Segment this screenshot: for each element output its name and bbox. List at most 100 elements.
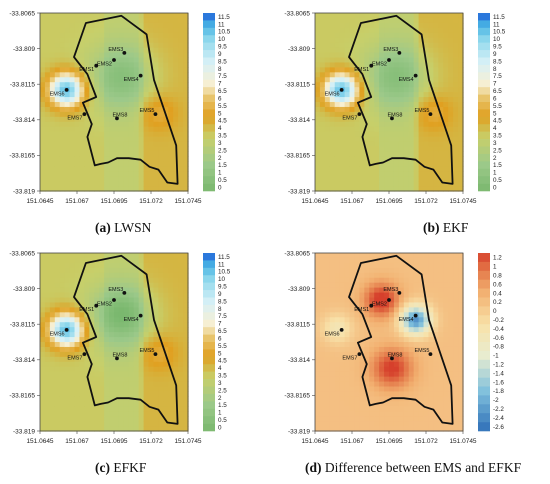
station-marker <box>387 298 391 302</box>
station-marker <box>387 58 391 62</box>
colorbar-tick-label: 4.5 <box>493 118 502 125</box>
colorbar-tick-label: 3.5 <box>493 133 502 140</box>
colorbar-tick-label: 8 <box>218 306 222 313</box>
colorbar-swatch <box>478 72 490 81</box>
colorbar-swatch <box>478 183 490 192</box>
panel-c: 151.0645 151.067 151.0695 151.072 151.0745 -3… <box>0 240 275 465</box>
station-label: EMS1 <box>354 67 369 73</box>
station-label: EMS6 <box>50 331 65 337</box>
y-tick-label: -33.809 <box>13 46 35 53</box>
colorbar-swatch <box>478 139 490 147</box>
x-tick-label: 151.0745 <box>174 198 201 205</box>
station-marker <box>115 116 119 121</box>
colorbar-swatch <box>203 356 215 365</box>
station-marker <box>369 63 374 68</box>
colorbar-tick-label: 5.5 <box>493 103 502 110</box>
station-label: EMS8 <box>112 352 127 358</box>
colorbar-tick-label: 0 <box>493 308 497 315</box>
colorbar-tick-label: 10 <box>218 276 226 283</box>
colorbar-swatch <box>203 109 215 118</box>
colorbar-swatch <box>203 401 215 410</box>
colorbar-swatch <box>203 79 215 88</box>
y-tick-label: -33.8115 <box>285 82 311 89</box>
station-label: EMS2 <box>372 61 387 67</box>
colorbar-tick-label: -1.2 <box>493 361 504 368</box>
colorbar-tick-label: -1 <box>493 353 499 360</box>
colorbar-swatch <box>203 416 215 424</box>
station-marker <box>94 63 99 68</box>
colorbar-tick-label: 3 <box>218 140 222 147</box>
caption-c: (c) EFKF <box>95 460 146 476</box>
station-label: EMS8 <box>387 352 402 358</box>
colorbar-swatch <box>203 267 215 276</box>
colorbar-tick-label: 0.2 <box>493 299 502 306</box>
colorbar-tick-label: 0.8 <box>493 272 502 279</box>
colorbar-tick-label: 7.5 <box>218 313 227 320</box>
colorbar-tick-label: 3.5 <box>218 133 227 140</box>
x-tick-label: 151.072 <box>139 438 163 445</box>
caption-c-letter: (c) <box>95 460 110 475</box>
station-label: EMS4 <box>124 317 139 323</box>
y-tick-label: -33.814 <box>13 357 35 364</box>
colorbar-tick-label: 10.5 <box>218 269 231 276</box>
colorbar-tick-label: 7 <box>493 81 497 88</box>
colorbar-tick-label: 8.5 <box>218 298 227 305</box>
colorbar-tick-label: -2.6 <box>493 424 504 431</box>
colorbar-tick-label: -0.4 <box>493 326 504 333</box>
colorbar-tick-label: 10 <box>493 36 501 43</box>
y-tick-label: -33.819 <box>13 428 35 435</box>
colorbar-swatch <box>203 153 215 162</box>
station-label: EMS3 <box>383 287 398 293</box>
colorbar-swatch <box>203 364 215 372</box>
colorbar-tick-label: 3.5 <box>218 373 227 380</box>
station-marker <box>428 112 433 117</box>
colorbar-swatch <box>478 27 490 36</box>
caption-c-text: EFKF <box>113 460 147 475</box>
station-label: EMS5 <box>414 108 429 114</box>
colorbar: 11.51110.5109.598.587.576.565.554.543.53… <box>203 13 231 191</box>
colorbar-swatch <box>203 275 215 283</box>
colorbar-tick-label: 5 <box>218 110 222 117</box>
study-area-boundary <box>73 14 179 185</box>
station-label: EMS1 <box>79 307 94 313</box>
colorbar-tick-label: 2.5 <box>493 147 502 154</box>
y-tick-label: -33.809 <box>288 46 310 53</box>
colorbar: 11.51110.5109.598.587.576.565.554.543.53… <box>478 13 506 191</box>
y-tick-label: -33.819 <box>288 428 310 435</box>
y-tick-label: -33.809 <box>13 286 35 293</box>
colorbar-swatch <box>478 94 490 103</box>
colorbar-swatch <box>478 42 490 51</box>
colorbar-swatch <box>203 13 215 21</box>
station-label: EMS3 <box>383 47 398 53</box>
y-tick-label: -33.8165 <box>9 153 35 160</box>
panel-a: 151.0645 151.067 151.0695 151.072 151.0745 -3… <box>0 0 275 225</box>
colorbar-swatch <box>478 87 490 95</box>
station-marker <box>153 112 158 117</box>
colorbar-tick-label: 1 <box>218 170 222 177</box>
colorbar: 11.51110.5109.598.587.576.565.554.543.53… <box>203 253 231 431</box>
colorbar-tick-label: -0.6 <box>493 335 504 342</box>
colorbar-swatch <box>203 282 215 291</box>
station-label: EMS6 <box>325 331 340 337</box>
colorbar-swatch <box>203 408 215 417</box>
y-tick-label: -33.8165 <box>284 393 310 400</box>
colorbar-swatch <box>478 57 490 66</box>
colorbar-tick-label: 8 <box>493 66 497 73</box>
colorbar-swatch <box>478 297 490 307</box>
colorbar-swatch <box>478 253 490 263</box>
station-label: EMS3 <box>108 47 123 53</box>
colorbar-swatch <box>478 124 490 132</box>
x-tick-label: 151.0645 <box>301 438 328 445</box>
colorbar-swatch <box>478 50 490 58</box>
colorbar-tick-label: -0.8 <box>493 344 504 351</box>
colorbar-tick-label: 3 <box>218 380 222 387</box>
colorbar-tick-label: 0 <box>218 424 222 431</box>
y-tick-label: -33.8115 <box>10 82 36 89</box>
x-tick-label: 151.072 <box>414 438 438 445</box>
colorbar-tick-label: 11 <box>493 21 500 28</box>
colorbar-tick-label: 4.5 <box>218 358 227 365</box>
colorbar-swatch <box>478 79 490 88</box>
colorbar-tick-label: 8.5 <box>218 58 227 65</box>
colorbar-swatch <box>203 183 215 192</box>
colorbar-swatch <box>203 327 215 335</box>
